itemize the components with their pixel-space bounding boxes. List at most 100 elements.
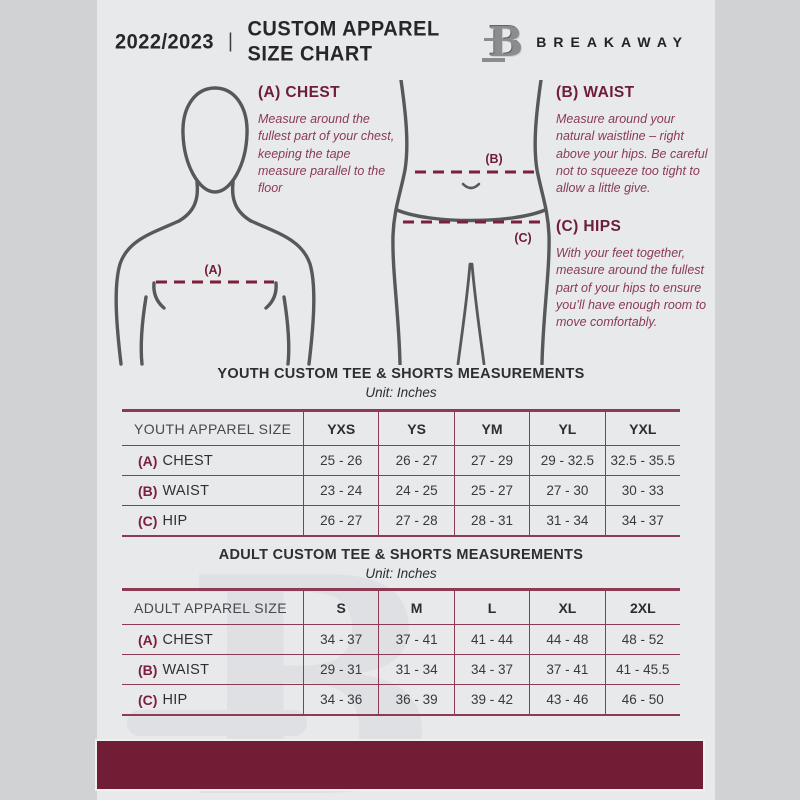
hips-instruction-block: (C) HIPS With your feet together, measur… [556, 218, 716, 331]
inner-arm-right [282, 295, 291, 366]
hips-heading: (C) HIPS [556, 218, 622, 235]
row-header-waist: (B) WAIST [122, 655, 303, 684]
table-cell: 34 - 37 [453, 655, 529, 684]
table-cell: 37 - 41 [378, 625, 453, 654]
row-label: WAIST [162, 482, 210, 499]
youth-table-header-row: YOUTH APPAREL SIZE YXS YS YM YL YXL [122, 412, 680, 445]
inner-leg-left [456, 262, 472, 365]
row-prefix: (C) [138, 512, 158, 529]
header-year: 2022/2023 [115, 29, 215, 54]
row-label: HIP [162, 512, 188, 529]
row-label: WAIST [162, 661, 210, 678]
table-cell: 30 - 33 [604, 476, 680, 505]
inner-arm-left [139, 295, 148, 366]
adult-size-table: ADULT APPAREL SIZE S M L XL 2XL (A) CHES… [122, 588, 680, 716]
adult-col-m: M [378, 591, 453, 624]
waistband-curve [395, 208, 547, 223]
table-cell: 34 - 37 [604, 506, 680, 535]
youth-size-column-header: YOUTH APPAREL SIZE [134, 420, 292, 437]
logo-base-bar [482, 58, 506, 62]
adult-col-l: L [453, 591, 529, 624]
hips-instruction-text: With your feet together, measure around … [556, 246, 707, 329]
hips-diagram: (B) (C) [391, 80, 551, 365]
row-header-chest: (A) CHEST [122, 625, 303, 654]
table-cell: 28 - 31 [453, 506, 529, 535]
navel-mark [461, 182, 481, 190]
adult-col-s: S [303, 591, 378, 624]
waist-heading: (B) WAIST [556, 84, 635, 101]
adult-size-column-header: ADULT APPAREL SIZE [134, 599, 287, 616]
head-outline [181, 86, 249, 194]
chest-heading: (A) CHEST [258, 84, 340, 101]
neck-left [177, 180, 200, 223]
page-title: CUSTOM APPAREL SIZE CHART [247, 17, 440, 66]
table-cell: 26 - 27 [303, 506, 378, 535]
page-background: B 2022/2023 | CUSTOM APPAREL SIZE CHART … [97, 0, 715, 800]
table-cell: 27 - 30 [529, 476, 604, 505]
torso-diagram: (A) [114, 86, 316, 366]
table-cell: 31 - 34 [529, 506, 604, 535]
table-cell: 41 - 44 [453, 625, 529, 654]
adult-waist-row: (B) WAIST 29 - 31 31 - 34 34 - 37 37 - 4… [122, 654, 680, 684]
row-prefix: (A) [138, 631, 158, 648]
row-prefix: (A) [138, 452, 158, 469]
table-cell: 29 - 31 [303, 655, 378, 684]
table-cell: 44 - 48 [529, 625, 604, 654]
adult-unit-label: Unit: Inches [365, 566, 437, 581]
header-divider: | [228, 30, 234, 53]
shoulder-arm-left [114, 219, 181, 366]
chest-marker-label: (A) [204, 263, 221, 277]
row-label: CHEST [162, 631, 214, 648]
adult-section-title: ADULT CUSTOM TEE & SHORTS MEASUREMENTS [218, 547, 584, 563]
youth-col-ym: YM [453, 412, 529, 445]
youth-unit-label: Unit: Inches [365, 385, 437, 400]
waist-marker-label: (B) [485, 152, 502, 166]
logo-b-letter: B [488, 18, 524, 66]
logo-top-bar [484, 38, 500, 41]
table-cell: 34 - 36 [303, 685, 378, 714]
footer-accent-bar [97, 741, 703, 789]
table-cell: 36 - 39 [378, 685, 453, 714]
row-header-chest: (A) CHEST [122, 446, 303, 475]
chest-instruction-block: (A) CHEST Measure around the fullest par… [258, 84, 400, 197]
adult-col-xl: XL [529, 591, 604, 624]
row-header-waist: (B) WAIST [122, 476, 303, 505]
adult-chest-row: (A) CHEST 34 - 37 37 - 41 41 - 44 44 - 4… [122, 624, 680, 654]
youth-col-yxs: YXS [303, 412, 378, 445]
header: 2022/2023 | CUSTOM APPAREL SIZE CHART B … [115, 17, 689, 66]
youth-section-title: YOUTH CUSTOM TEE & SHORTS MEASUREMENTS [217, 366, 585, 382]
youth-size-table: YOUTH APPAREL SIZE YXS YS YM YL YXL (A) … [122, 409, 680, 537]
row-prefix: (B) [138, 482, 158, 499]
youth-col-yxl: YXL [604, 412, 680, 445]
table-cell: 41 - 45.5 [604, 655, 680, 684]
brand-group: B BREAKAWAY [482, 18, 689, 66]
table-cell: 48 - 52 [604, 625, 680, 654]
table-cell: 24 - 25 [378, 476, 453, 505]
youth-chest-row: (A) CHEST 25 - 26 26 - 27 27 - 29 29 - 3… [122, 445, 680, 475]
table-cell: 46 - 50 [604, 685, 680, 714]
neck-right [230, 180, 253, 223]
table-cell: 31 - 34 [378, 655, 453, 684]
table-cell: 34 - 37 [303, 625, 378, 654]
adult-hip-row: (C) HIP 34 - 36 36 - 39 39 - 42 43 - 46 … [122, 684, 680, 714]
table-cell: 27 - 28 [378, 506, 453, 535]
row-prefix: (B) [138, 661, 158, 678]
youth-waist-row: (B) WAIST 23 - 24 24 - 25 25 - 27 27 - 3… [122, 475, 680, 505]
waist-instruction-block: (B) WAIST Measure around your natural wa… [556, 84, 708, 197]
table-cell: 29 - 32.5 [529, 446, 604, 475]
table-cell: 27 - 29 [453, 446, 529, 475]
row-header-hip: (C) HIP [122, 685, 303, 714]
table-cell: 43 - 46 [529, 685, 604, 714]
row-prefix: (C) [138, 691, 158, 708]
row-header-hip: (C) HIP [122, 506, 303, 535]
youth-hip-row: (C) HIP 26 - 27 27 - 28 28 - 31 31 - 34 … [122, 505, 680, 535]
brand-name: BREAKAWAY [536, 34, 689, 50]
row-label: HIP [162, 691, 188, 708]
shoulder-arm-right [249, 219, 316, 366]
youth-col-yl: YL [529, 412, 604, 445]
table-cell: 23 - 24 [303, 476, 378, 505]
table-cell: 37 - 41 [529, 655, 604, 684]
adult-table-header-row: ADULT APPAREL SIZE S M L XL 2XL [122, 591, 680, 624]
table-cell: 25 - 27 [453, 476, 529, 505]
